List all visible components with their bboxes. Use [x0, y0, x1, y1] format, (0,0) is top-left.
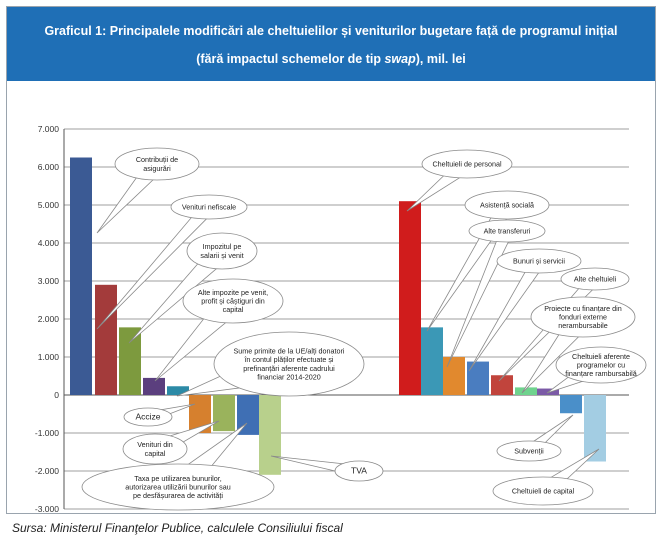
callout-fill: [83, 465, 273, 509]
y-tick-label: -2.000: [35, 466, 59, 476]
data-label: Proiecte cu finanțare din fonduri externe…: [544, 304, 622, 330]
chart-title: Graficul 1: Principalele modificări ale …: [44, 24, 618, 38]
bar: [70, 157, 92, 395]
bar: [421, 327, 443, 395]
bar: [95, 284, 117, 395]
data-label: Contribuții de asigurări: [136, 155, 178, 173]
callout-fill: [423, 151, 511, 177]
callout-fill: [172, 196, 246, 218]
data-label: Taxa pe utilizarea bunurilor, autorizarea…: [125, 474, 230, 500]
data-label: Venituri nefiscale: [182, 203, 236, 212]
callout-fill: [116, 149, 198, 179]
data-label: Bunuri și servicii: [513, 257, 565, 266]
callout-fill: [498, 250, 580, 272]
callout-fill: [215, 333, 363, 395]
bar: [443, 357, 465, 395]
data-label: Alte cheltuieli: [574, 275, 617, 284]
y-tick-label: 6.000: [38, 162, 60, 172]
y-tick-label: 3.000: [38, 276, 60, 286]
data-label: Venituri din capital: [137, 440, 173, 458]
data-label: Cheltuieli aferente programelor cu finanța…: [565, 352, 637, 378]
callout-fill: [184, 280, 282, 322]
callout-fill: [466, 192, 548, 218]
callout-fill: [494, 478, 592, 504]
data-label: Asistență socială: [480, 201, 534, 210]
bar: [399, 201, 421, 395]
y-tick-label: 2.000: [38, 314, 60, 324]
callout-fill: [532, 298, 634, 336]
bar: [560, 395, 582, 414]
callout-fill: [188, 234, 256, 268]
bar: [515, 387, 537, 395]
y-tick-label: 5.000: [38, 200, 60, 210]
callout-fill: [336, 462, 382, 480]
callout-fill: [557, 348, 645, 382]
bar: [584, 395, 606, 462]
data-label: Accize: [135, 412, 160, 422]
data-label: Cheltuieli de personal: [432, 160, 502, 169]
data-label: Impozitul pe salarii și venit: [200, 242, 243, 260]
callout-fill: [562, 269, 628, 289]
y-tick-label: -1.000: [35, 428, 59, 438]
y-tick-label: -3.000: [35, 504, 59, 513]
chart-subtitle: (fără impactul schemelor de tip swap), m…: [196, 52, 466, 66]
callout-fill: [498, 442, 560, 460]
bar: [467, 361, 489, 395]
data-label: TVA: [351, 466, 367, 476]
source-note: Sursa: Ministerul Finanţelor Publice, ca…: [12, 521, 343, 535]
bar: [237, 395, 259, 435]
y-tick-label: 4.000: [38, 238, 60, 248]
callout-fill: [124, 435, 186, 463]
data-label: Alte transferuri: [484, 227, 531, 236]
callout-fill: [125, 409, 171, 425]
bar: [213, 395, 235, 432]
bar-chart: 7.000 6.000 5.000 4.000 3.000 2.000 1.000 0 -1.0…: [35, 124, 647, 513]
bar: [119, 327, 141, 395]
data-label: Subvenții: [514, 447, 544, 456]
callout-fill: [470, 221, 544, 241]
bar: [167, 386, 189, 395]
chart-title-bar: Graficul 1: Principalele modificări ale …: [7, 7, 655, 81]
chart-frame: Graficul 1: Principalele modificări ale …: [6, 6, 656, 514]
y-tick-label: 0: [54, 390, 59, 400]
bar: [143, 377, 165, 395]
y-tick-label: 1.000: [38, 352, 60, 362]
data-label: Alte impozite pe venit, profit și câștigu…: [198, 288, 268, 314]
bar: [259, 395, 281, 475]
data-label: Cheltuieli de capital: [512, 487, 575, 496]
data-label: Sume primite de la UE/alți donatori în co…: [233, 347, 344, 382]
bar: [491, 375, 513, 395]
y-tick-label: 7.000: [38, 124, 60, 134]
